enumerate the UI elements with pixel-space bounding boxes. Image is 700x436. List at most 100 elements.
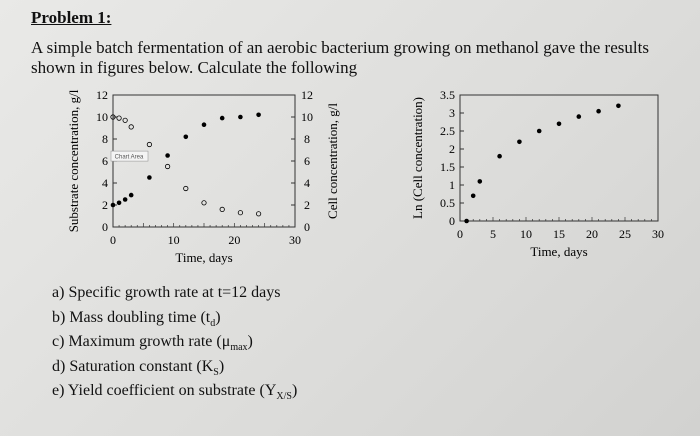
y2-tick-label: 10 <box>301 110 313 124</box>
cell-point <box>576 114 582 119</box>
y-axis-label: Substrate concentration, g/l <box>66 89 81 232</box>
question-text: Specific growth rate at t=12 days <box>68 284 281 301</box>
x-tick-label: 30 <box>289 233 301 247</box>
problem-title: Problem 1: <box>31 8 112 27</box>
question-text: Saturation constant (K <box>69 357 214 375</box>
y2-tick-label: 6 <box>304 154 310 168</box>
x-tick-label: 30 <box>652 227 664 241</box>
substrate-point <box>116 115 122 121</box>
y-tick-label: 4 <box>102 176 108 190</box>
question-text: Mass doubling time (t <box>69 308 211 326</box>
cell-point <box>116 200 122 206</box>
y-tick-label: 3 <box>449 106 455 120</box>
substrate-point <box>128 124 134 130</box>
question-label: d) <box>52 357 70 375</box>
substrate-point <box>237 210 243 216</box>
y2-tick-label: 2 <box>304 198 310 212</box>
y-tick-label: 0.5 <box>440 196 455 210</box>
cell-point <box>470 193 476 199</box>
cell-point <box>201 122 207 127</box>
substrate-point <box>255 211 262 217</box>
cell-point <box>238 114 243 120</box>
y2-tick-label: 8 <box>304 132 310 146</box>
y-tick-label: 6 <box>102 154 108 168</box>
question-text: Yield coefficient on substrate (Y <box>67 382 277 399</box>
cell-point <box>556 121 562 127</box>
question-item: a) Specific growth rate at t=12 days <box>52 281 297 306</box>
x-tick-label: 5 <box>490 227 496 241</box>
question-label: e) <box>52 382 68 399</box>
y-tick-label: 2 <box>102 198 108 212</box>
question-label: a) <box>52 284 69 301</box>
cell-point <box>497 153 502 159</box>
question-suffix: ) <box>218 357 225 375</box>
cell-point <box>477 179 483 184</box>
x-tick-label: 10 <box>520 227 532 241</box>
substrate-point <box>146 141 152 148</box>
question-subscript: X/S <box>276 391 292 403</box>
y-axis-label: Ln (Cell concentration) <box>410 97 425 219</box>
problem-statement: A simple batch fermentation of an aerobi… <box>31 38 649 77</box>
y2-tick-label: 12 <box>301 88 313 102</box>
question-text: Maximum growth rate (μ <box>68 333 231 350</box>
x-tick-label: 0 <box>110 233 116 247</box>
question-subscript: max <box>230 342 248 354</box>
question-suffix: ) <box>291 382 298 399</box>
substrate-point <box>201 200 207 206</box>
question-item: d) Saturation constant (KS) <box>52 355 297 380</box>
substrate-point <box>122 117 128 123</box>
question-item: b) Mass doubling time (td) <box>52 306 297 331</box>
y-tick-label: 10 <box>96 110 108 124</box>
cell-point <box>596 108 601 114</box>
cell-point <box>464 218 469 224</box>
y2-tick-label: 4 <box>304 176 310 190</box>
cell-point <box>517 139 522 145</box>
cell-point <box>183 134 189 140</box>
question-label: c) <box>52 333 69 350</box>
cell-point <box>616 103 621 109</box>
question-subscript: S <box>213 366 219 378</box>
y-tick-label: 3.5 <box>440 88 455 102</box>
cell-point <box>122 197 128 202</box>
question-suffix: ) <box>247 333 253 350</box>
substrate-point <box>183 185 189 192</box>
chart-area-tooltip <box>110 150 149 162</box>
y-tick-label: 2.5 <box>440 124 455 138</box>
cell-point <box>165 153 170 158</box>
question-label: b) <box>52 308 70 326</box>
question-subscript: d <box>210 317 216 329</box>
cell-point <box>256 112 261 118</box>
substrate-point <box>110 114 116 120</box>
question-suffix: ) <box>215 308 221 326</box>
y-tick-label: 0 <box>449 214 455 228</box>
question-item: e) Yield coefficient on substrate (YX/S) <box>52 379 297 404</box>
substrate-point <box>165 163 171 170</box>
x-tick-label: 10 <box>168 233 180 247</box>
y-tick-label: 12 <box>96 88 108 102</box>
y-tick-label: 2 <box>449 142 455 156</box>
cell-point <box>219 115 225 121</box>
y2-axis-label: Cell concentration, g/l <box>325 103 340 219</box>
x-axis-label: Time, days <box>530 244 587 259</box>
y-tick-label: 1.5 <box>440 160 455 174</box>
x-tick-label: 15 <box>553 227 565 241</box>
y-tick-label: 8 <box>102 132 108 146</box>
plot-frame <box>459 94 659 222</box>
x-tick-label: 20 <box>228 233 240 247</box>
y2-tick-label: 0 <box>304 220 310 234</box>
y-tick-label: 0 <box>102 220 108 234</box>
x-tick-label: 0 <box>457 227 463 241</box>
cell-point <box>536 128 542 134</box>
chart-area-tooltip-text: Chart Area <box>115 155 144 161</box>
y-tick-label: 1 <box>449 178 455 192</box>
x-axis-label: Time, days <box>175 250 232 265</box>
question-item: c) Maximum growth rate (μmax) <box>52 330 297 355</box>
cell-point <box>128 192 134 198</box>
x-tick-label: 20 <box>586 227 598 241</box>
x-tick-label: 25 <box>619 227 631 241</box>
question-list: a) Specific growth rate at t=12 days b) M… <box>52 281 297 404</box>
cell-point <box>147 175 152 180</box>
cell-point <box>110 202 116 208</box>
substrate-point <box>219 206 225 212</box>
